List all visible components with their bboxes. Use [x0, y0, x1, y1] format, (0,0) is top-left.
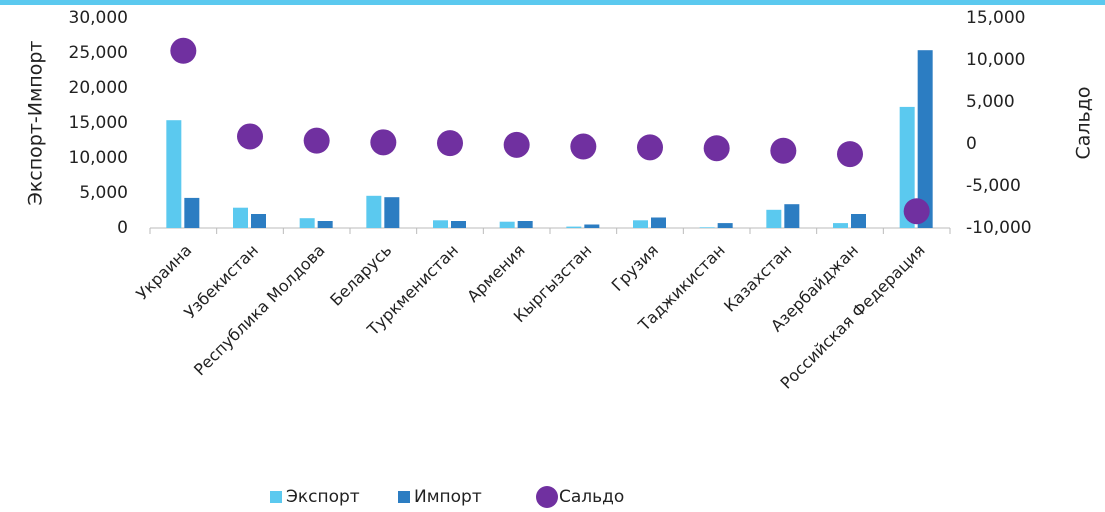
legend-label: Импорт: [414, 487, 482, 507]
bar: [166, 120, 182, 228]
y-axis-title: Экспорт-Импорт: [25, 41, 47, 206]
saldo-point: [437, 130, 463, 157]
saldo-point: [703, 135, 730, 162]
bar: [299, 218, 315, 228]
saldo-point: [903, 198, 930, 225]
legend-swatch: [536, 486, 558, 508]
y2-tick-label: 10,000: [966, 50, 1025, 70]
saldo-point: [303, 127, 330, 154]
y2-axis-title: Сальдо: [1073, 86, 1095, 159]
bar: [717, 223, 733, 228]
bar: [566, 226, 582, 228]
bar: [517, 221, 533, 228]
bar: [233, 207, 248, 228]
saldo-point: [837, 141, 863, 168]
y-tick-label: 25,000: [69, 43, 128, 63]
saldo-point: [370, 129, 397, 156]
y2-tick-label: -5,000: [966, 176, 1021, 196]
bar: [766, 209, 782, 228]
x-tick-label: Беларусь: [326, 241, 395, 310]
bar: [633, 220, 648, 228]
y2-tick-label: 0: [966, 134, 977, 154]
saldo-point: [637, 134, 663, 161]
y2-tick-label: -10,000: [966, 218, 1032, 238]
bar: [451, 221, 466, 228]
x-tick-label: Республика Молдова: [190, 241, 329, 380]
bar: [917, 50, 933, 229]
bar: [851, 214, 866, 228]
y-tick-label: 0: [117, 218, 128, 238]
bar: [184, 197, 200, 228]
bar: [899, 106, 915, 228]
bar: [251, 214, 266, 228]
x-tick-label: Украина: [132, 241, 195, 304]
saldo-point: [237, 123, 263, 150]
bar: [499, 221, 515, 228]
legend-swatch: [270, 491, 282, 503]
saldo-point: [570, 133, 597, 160]
x-tick-label: Армения: [463, 241, 528, 306]
y-tick-label: 20,000: [69, 78, 128, 98]
top-stripe: [0, 0, 1105, 5]
bar: [833, 223, 848, 228]
bar: [784, 204, 800, 228]
bar: [384, 197, 400, 228]
saldo-point: [170, 37, 197, 64]
bar: [433, 220, 448, 228]
x-tick-label: Грузия: [608, 241, 662, 295]
bar: [584, 224, 600, 228]
bar: [317, 221, 333, 228]
y2-tick-label: 15,000: [966, 8, 1025, 28]
y-tick-label: 10,000: [69, 148, 128, 168]
y2-tick-label: 5,000: [966, 92, 1015, 112]
bar: [699, 227, 715, 228]
saldo-point: [503, 131, 530, 158]
y-tick-label: 30,000: [69, 8, 128, 28]
y-tick-label: 5,000: [79, 183, 128, 203]
saldo-point: [770, 137, 797, 164]
bar: [366, 195, 382, 228]
legend-label: Сальдо: [559, 487, 624, 507]
y-tick-label: 15,000: [69, 113, 128, 133]
bar: [651, 217, 666, 228]
legend-label: Экспорт: [286, 487, 360, 507]
legend-swatch: [398, 491, 410, 503]
